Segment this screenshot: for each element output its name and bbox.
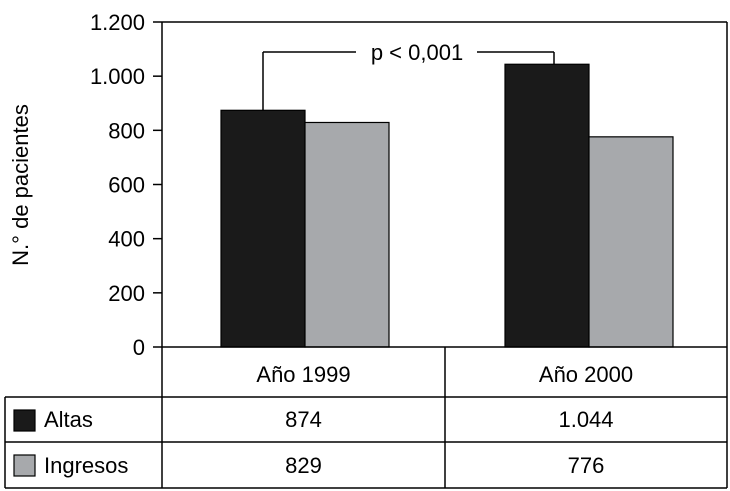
table-value-altas-0: 874 [285, 407, 322, 432]
bar-ingresos-0 [304, 121, 390, 348]
y-axis-label: N.° de pacientes [8, 104, 33, 266]
y-tick-label: 800 [108, 118, 145, 143]
category-label-0: Año 1999 [256, 362, 350, 387]
category-label-1: Año 2000 [539, 362, 633, 387]
bar-ingresos-1 [588, 136, 674, 348]
y-tick-label: 600 [108, 173, 145, 198]
y-tick-label: 0 [133, 335, 145, 360]
y-tick-label: 1.000 [90, 64, 145, 89]
legend-label-ingresos: Ingresos [44, 453, 128, 478]
table-value-ingresos-0: 829 [285, 453, 322, 478]
table-value-altas-1: 1.044 [558, 407, 613, 432]
y-tick-label: 400 [108, 227, 145, 252]
legend-swatch-ingresos [13, 454, 36, 477]
table-value-ingresos-1: 776 [568, 453, 605, 478]
data-table: Año 1999 Año 2000 Altas 874 1.044 Ingresos 829… [4, 346, 728, 489]
bar-altas-1 [504, 63, 590, 348]
y-tick-label: 1.200 [90, 10, 145, 35]
significance-annotation: p < 0,001 [371, 40, 463, 65]
legend-label-altas: Altas [44, 407, 93, 432]
bar-altas-0 [220, 109, 306, 348]
plot-area: 0 200 400 600 800 1.000 1.200 N.° de pacientes p… [8, 10, 728, 360]
y-tick-label: 200 [108, 281, 145, 306]
legend-swatch-altas [13, 409, 36, 432]
